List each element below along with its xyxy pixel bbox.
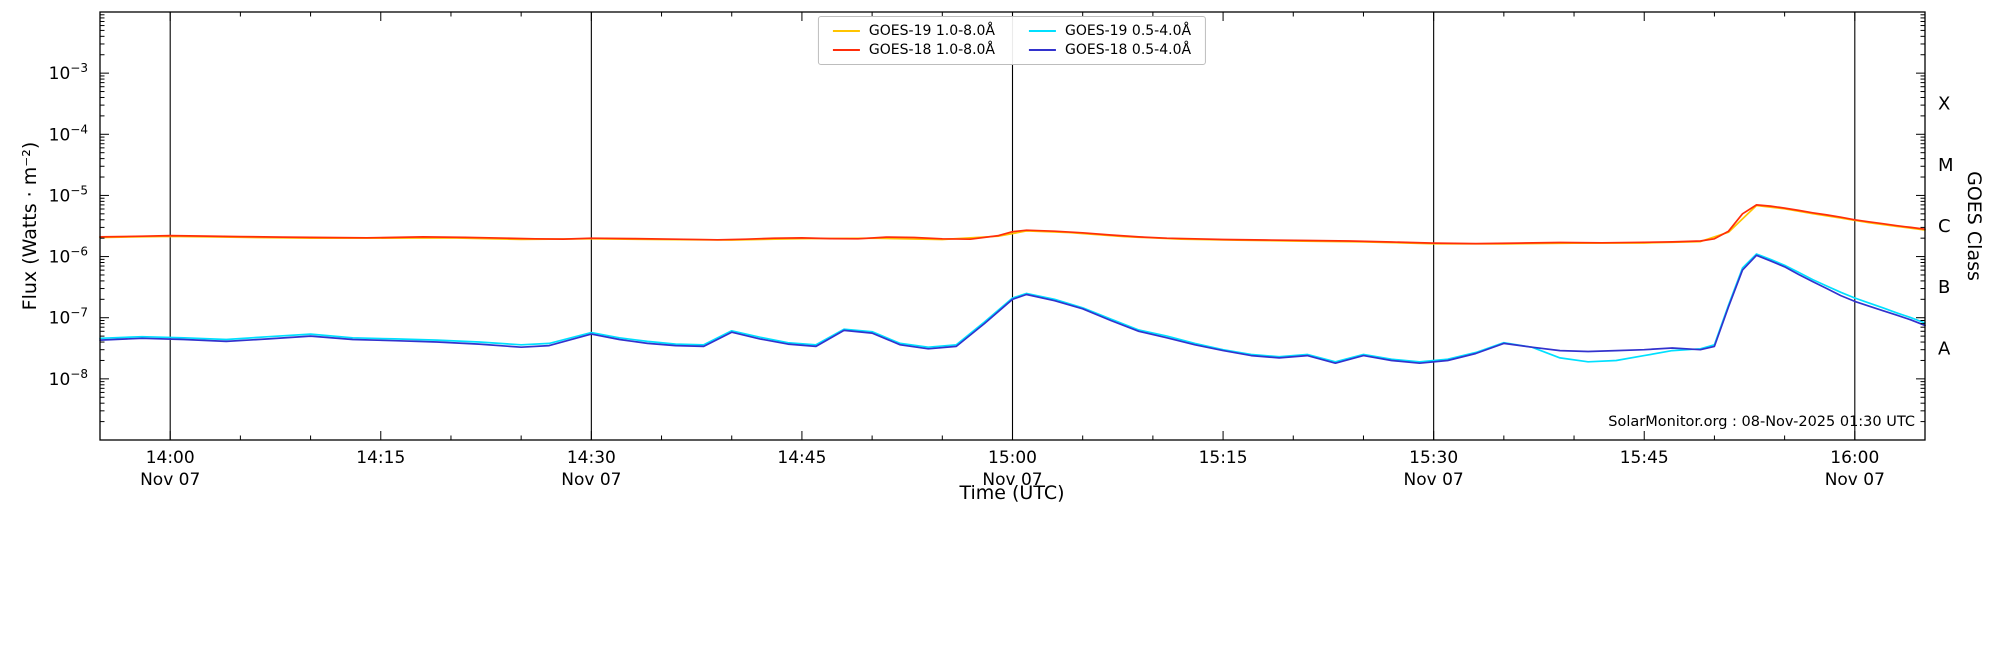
y-tick-label: 10−4 xyxy=(49,122,88,145)
x-tick-label: 15:30 xyxy=(1409,448,1458,468)
y-tick-label: 10−7 xyxy=(49,306,88,329)
legend-entry-goes18-long: GOES-18 1.0-8.0Å xyxy=(832,42,995,58)
x-tick-label: 14:00 xyxy=(146,448,195,468)
x-tick-label: 15:00 xyxy=(988,448,1037,468)
y-tick-label: 10−3 xyxy=(49,61,88,84)
legend-line-swatch-goes18-long xyxy=(832,48,860,52)
x-axis-label: Time (UTC) xyxy=(959,482,1065,504)
legend-line-swatch-goes18-short xyxy=(1029,48,1056,52)
legend-entry-goes19-long: GOES-19 1.0-8.0Å xyxy=(832,23,995,39)
series-goes18-short xyxy=(99,254,1926,365)
y-tick-label: 10−8 xyxy=(49,367,88,390)
goes-class-a: A xyxy=(1938,338,1951,359)
x-tick-date: Nov 07 xyxy=(982,470,1042,490)
legend-entry-goes19-short: GOES-19 0.5-4.0Å xyxy=(1029,23,1191,39)
legend-line-swatch-goes19-short xyxy=(1029,29,1056,33)
right-axis-label: GOES Class xyxy=(1963,171,1985,281)
watermark: SolarMonitor.org : 08-Nov-2025 01:30 UTC xyxy=(1608,414,1915,430)
x-tick-label: 15:45 xyxy=(1620,448,1669,468)
legend-label: GOES-18 1.0-8.0Å xyxy=(868,42,995,58)
y-tick-label: 10−5 xyxy=(49,183,88,206)
x-tick-label: 14:30 xyxy=(567,448,616,468)
legend-entry-goes18-short: GOES-18 0.5-4.0Å xyxy=(1029,42,1191,58)
x-tick-label: 16:00 xyxy=(1830,448,1879,468)
x-tick-date: Nov 07 xyxy=(1825,470,1885,490)
x-tick-date: Nov 07 xyxy=(140,470,200,490)
legend-line-swatch-goes19-long xyxy=(832,29,860,33)
y-axis-label: Flux (Watts · m⁻²) xyxy=(19,141,41,311)
series-goes19-short xyxy=(99,253,1926,363)
legend-label: GOES-19 0.5-4.0Å xyxy=(1065,23,1192,39)
legend-label: GOES-18 0.5-4.0Å xyxy=(1065,42,1192,58)
goes-class-c: C xyxy=(1938,216,1951,237)
legend-label: GOES-19 1.0-8.0Å xyxy=(868,23,995,39)
x-tick-date: Nov 07 xyxy=(561,470,621,490)
goes-class-x: X xyxy=(1938,94,1950,115)
series-goes18-long xyxy=(99,204,1926,245)
x-tick-label: 14:15 xyxy=(356,448,405,468)
legend: GOES-19 1.0-8.0Å GOES-18 1.0-8.0Å GOES-19 … xyxy=(817,16,1207,65)
x-tick-label: 15:15 xyxy=(1199,448,1248,468)
goes-class-b: B xyxy=(1938,277,1950,298)
goes-class-m: M xyxy=(1938,155,1954,176)
y-tick-label: 10−6 xyxy=(49,245,88,268)
x-tick-label: 14:45 xyxy=(777,448,826,468)
x-tick-date: Nov 07 xyxy=(1404,470,1464,490)
